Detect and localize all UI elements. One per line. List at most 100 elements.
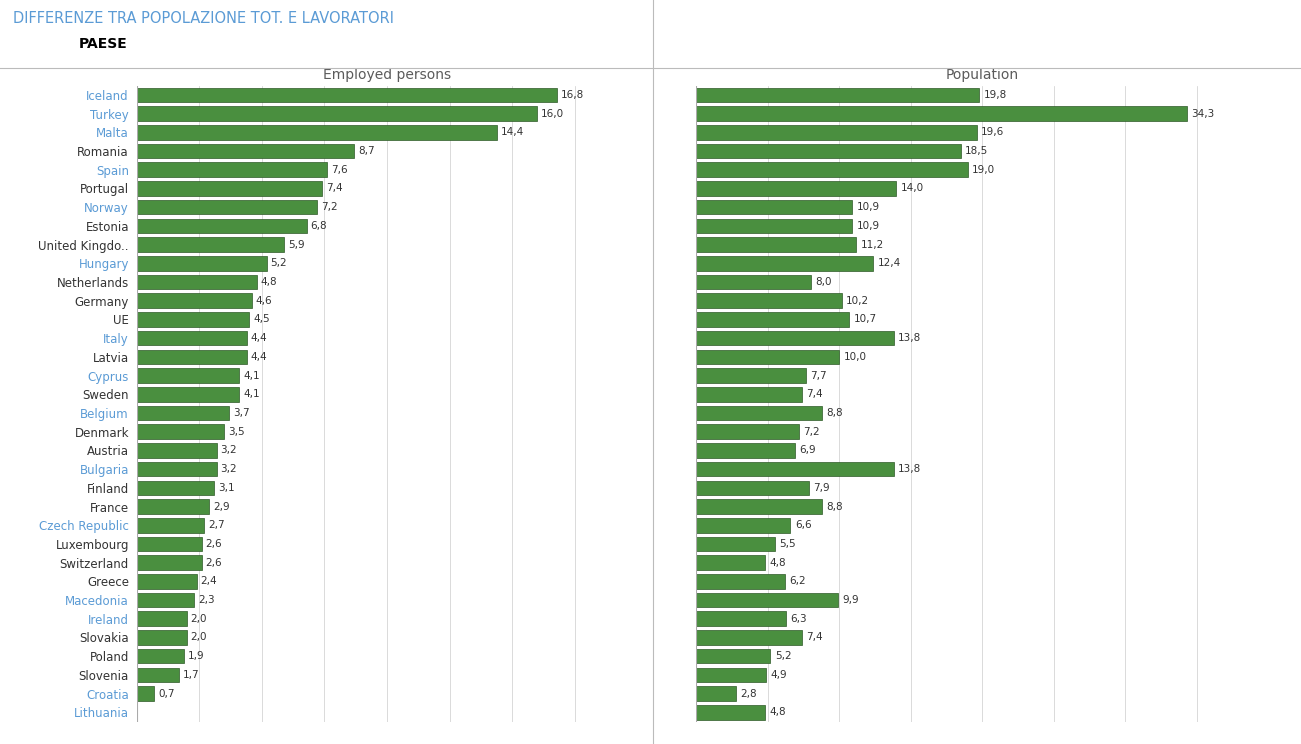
Text: 7,7: 7,7 xyxy=(811,371,827,380)
Text: 19,8: 19,8 xyxy=(984,90,1007,100)
Text: 2,7: 2,7 xyxy=(208,520,225,530)
Text: 8,8: 8,8 xyxy=(826,408,843,418)
Title: Employed persons: Employed persons xyxy=(323,68,451,82)
Bar xyxy=(137,275,256,289)
Text: 5,9: 5,9 xyxy=(288,240,304,249)
Bar xyxy=(696,612,786,626)
Bar xyxy=(696,536,775,551)
Bar xyxy=(696,312,850,327)
Text: 4,1: 4,1 xyxy=(243,389,260,400)
Text: 10,9: 10,9 xyxy=(856,221,879,231)
Bar xyxy=(696,667,766,682)
Text: 2,8: 2,8 xyxy=(740,689,757,699)
Bar xyxy=(696,499,822,514)
Bar xyxy=(696,462,894,476)
Text: 2,4: 2,4 xyxy=(200,577,217,586)
Text: 14,4: 14,4 xyxy=(501,127,524,138)
Bar xyxy=(137,125,497,140)
Text: 16,8: 16,8 xyxy=(561,90,584,100)
Text: 2,6: 2,6 xyxy=(206,539,222,549)
Text: 6,3: 6,3 xyxy=(791,614,807,623)
Text: 7,6: 7,6 xyxy=(330,164,347,175)
Text: 2,3: 2,3 xyxy=(198,595,215,605)
Bar xyxy=(696,368,807,383)
Bar xyxy=(137,88,557,102)
Text: 5,2: 5,2 xyxy=(775,651,791,661)
Text: 4,8: 4,8 xyxy=(769,558,786,568)
Text: 2,0: 2,0 xyxy=(190,632,207,643)
Bar xyxy=(696,686,736,701)
Text: 6,2: 6,2 xyxy=(790,577,805,586)
Text: 16,0: 16,0 xyxy=(541,109,565,118)
Text: 6,8: 6,8 xyxy=(311,221,328,231)
Text: 1,9: 1,9 xyxy=(187,651,204,661)
Text: 3,7: 3,7 xyxy=(233,408,250,418)
Bar xyxy=(696,574,785,589)
Text: 4,1: 4,1 xyxy=(243,371,260,380)
Text: 12,4: 12,4 xyxy=(878,258,902,269)
Bar xyxy=(137,144,354,158)
Text: 3,1: 3,1 xyxy=(219,483,234,493)
Bar xyxy=(137,331,247,345)
Text: 7,4: 7,4 xyxy=(807,632,822,643)
Text: 4,5: 4,5 xyxy=(254,315,269,324)
Text: 19,6: 19,6 xyxy=(981,127,1004,138)
Bar xyxy=(696,256,873,271)
Text: 13,8: 13,8 xyxy=(898,464,921,474)
Bar xyxy=(137,443,217,458)
Text: 4,8: 4,8 xyxy=(260,277,277,287)
Bar xyxy=(696,630,801,645)
Bar xyxy=(137,630,187,645)
Bar xyxy=(137,593,194,607)
Bar xyxy=(696,443,795,458)
Bar xyxy=(696,593,838,607)
Bar xyxy=(137,106,537,121)
Text: 14,0: 14,0 xyxy=(900,184,924,193)
Bar xyxy=(696,649,770,664)
Bar xyxy=(696,293,842,308)
Bar xyxy=(137,256,267,271)
Bar xyxy=(696,350,839,364)
Bar xyxy=(137,612,187,626)
Bar xyxy=(137,162,327,177)
Bar xyxy=(696,106,1187,121)
Bar xyxy=(137,237,285,252)
Text: 8,0: 8,0 xyxy=(814,277,831,287)
Bar xyxy=(696,275,811,289)
Bar xyxy=(137,387,239,402)
Text: 4,6: 4,6 xyxy=(255,295,272,306)
Text: 4,9: 4,9 xyxy=(770,670,787,680)
Text: 18,5: 18,5 xyxy=(965,146,989,156)
Bar xyxy=(137,424,224,439)
Bar xyxy=(137,686,154,701)
Text: 7,4: 7,4 xyxy=(807,389,822,400)
Bar xyxy=(696,424,799,439)
Bar xyxy=(696,518,791,533)
Text: 10,7: 10,7 xyxy=(853,315,877,324)
Text: 6,9: 6,9 xyxy=(799,446,816,455)
Bar xyxy=(137,200,317,214)
Text: 10,2: 10,2 xyxy=(847,295,869,306)
Text: 9,9: 9,9 xyxy=(842,595,859,605)
Text: 3,5: 3,5 xyxy=(228,427,245,437)
Bar xyxy=(137,368,239,383)
Text: 11,2: 11,2 xyxy=(861,240,883,249)
Title: Population: Population xyxy=(946,68,1019,82)
Bar xyxy=(137,649,185,664)
Text: 1,7: 1,7 xyxy=(183,670,199,680)
Text: 5,2: 5,2 xyxy=(271,258,288,269)
Bar xyxy=(696,705,765,719)
Text: 2,9: 2,9 xyxy=(213,501,229,512)
Text: 7,2: 7,2 xyxy=(320,202,337,212)
Bar xyxy=(137,667,180,682)
Bar xyxy=(137,219,307,233)
Bar xyxy=(137,462,217,476)
Bar xyxy=(696,555,765,570)
Text: 19,0: 19,0 xyxy=(972,164,995,175)
Bar xyxy=(137,350,247,364)
Bar xyxy=(137,312,250,327)
Text: 0,7: 0,7 xyxy=(157,689,174,699)
Text: 4,4: 4,4 xyxy=(251,333,267,343)
Text: PAESE: PAESE xyxy=(79,36,127,51)
Bar xyxy=(696,219,852,233)
